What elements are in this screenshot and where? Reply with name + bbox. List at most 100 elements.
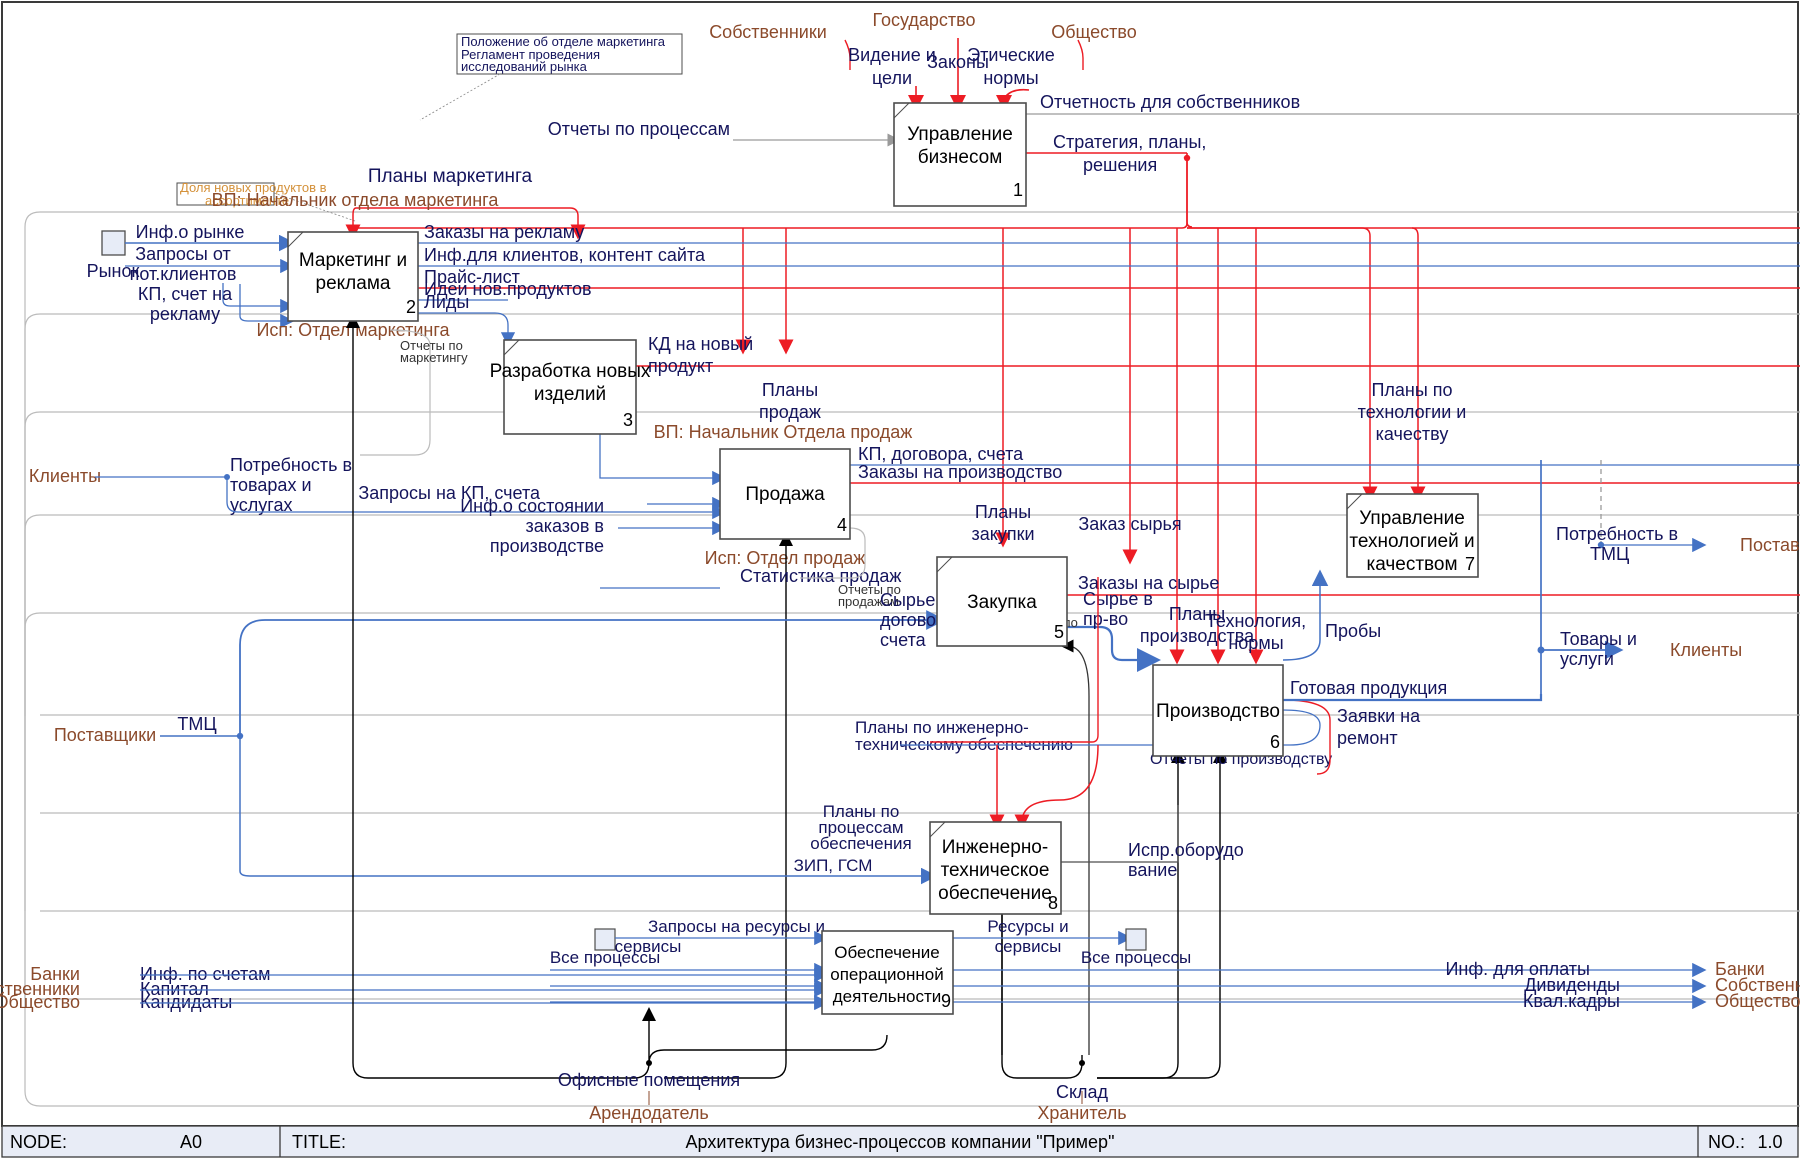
svg-text:Общество: Общество bbox=[1051, 22, 1137, 42]
svg-text:ремонт: ремонт bbox=[1337, 728, 1398, 748]
svg-text:продукт: продукт bbox=[648, 356, 713, 376]
svg-text:Потребность в: Потребность в bbox=[1556, 524, 1678, 544]
svg-text:3: 3 bbox=[623, 410, 633, 430]
svg-text:Товары и: Товары и bbox=[1560, 629, 1637, 649]
svg-text:исследований рынка: исследований рынка bbox=[461, 59, 588, 74]
svg-text:технологии и: технологии и bbox=[1358, 402, 1467, 422]
svg-text:5: 5 bbox=[1054, 622, 1064, 642]
svg-text:цели: цели bbox=[872, 68, 912, 88]
svg-text:Ресурсы и: Ресурсы и bbox=[987, 917, 1068, 936]
svg-text:техническое: техническое bbox=[941, 860, 1050, 881]
svg-text:Отчеты по процессам: Отчеты по процессам bbox=[548, 119, 730, 139]
svg-text:Все процессы: Все процессы bbox=[1081, 948, 1191, 967]
svg-text:Отчетность для собственников: Отчетность для собственников bbox=[1040, 92, 1300, 112]
svg-text:9: 9 bbox=[941, 991, 951, 1011]
svg-text:NO.:: NO.: bbox=[1708, 1132, 1745, 1152]
svg-text:Инф.для клиентов, контент сайт: Инф.для клиентов, контент сайта bbox=[424, 245, 706, 265]
svg-text:качеству: качеству bbox=[1376, 424, 1449, 444]
svg-text:обеспечения: обеспечения bbox=[810, 834, 911, 853]
svg-text:Собственники: Собственники bbox=[709, 22, 827, 42]
svg-text:Этические: Этические bbox=[967, 45, 1055, 65]
svg-text:1.0: 1.0 bbox=[1757, 1132, 1782, 1152]
svg-text:Запросы на ресурсы и: Запросы на ресурсы и bbox=[648, 917, 825, 936]
svg-text:A0: A0 bbox=[180, 1132, 202, 1152]
svg-text:Общество: Общество bbox=[1715, 991, 1800, 1011]
svg-text:вание: вание bbox=[1128, 860, 1177, 880]
svg-text:Квал.кадры: Квал.кадры bbox=[1523, 991, 1620, 1011]
svg-text:КП, договора, счета: КП, договора, счета bbox=[858, 444, 1024, 464]
svg-text:маркетингу: маркетингу bbox=[400, 350, 468, 365]
svg-text:NODE:: NODE: bbox=[10, 1132, 67, 1152]
svg-text:Архитектура бизнес-процессов к: Архитектура бизнес-процессов компании "П… bbox=[686, 1132, 1115, 1152]
svg-text:нормы: нормы bbox=[1228, 633, 1283, 653]
svg-text:Лиды: Лиды bbox=[424, 292, 469, 312]
svg-text:Инженерно-: Инженерно- bbox=[942, 837, 1048, 858]
svg-text:4: 4 bbox=[837, 515, 847, 535]
svg-text:изделий: изделий bbox=[534, 384, 606, 405]
svg-text:Закупка: Закупка bbox=[967, 592, 1037, 613]
svg-text:TITLE:: TITLE: bbox=[292, 1132, 346, 1152]
svg-text:Поставщики: Поставщики bbox=[54, 725, 156, 745]
svg-text:КД на новый: КД на новый bbox=[648, 334, 753, 354]
svg-text:реклама: реклама bbox=[316, 273, 391, 294]
svg-text:Заказы на производство: Заказы на производство bbox=[858, 462, 1062, 482]
svg-text:ЗИП, ГСМ: ЗИП, ГСМ bbox=[794, 856, 873, 875]
svg-text:услуги: услуги bbox=[1560, 649, 1614, 669]
svg-text:ТМЦ: ТМЦ bbox=[1590, 544, 1629, 564]
svg-text:счета: счета bbox=[880, 630, 927, 650]
svg-text:Клиенты: Клиенты bbox=[29, 466, 101, 486]
svg-text:Планы по: Планы по bbox=[1371, 380, 1452, 400]
svg-text:Маркетинг и: Маркетинг и bbox=[299, 250, 407, 271]
svg-text:Продажа: Продажа bbox=[745, 484, 825, 505]
svg-text:Заказы на рекламу: Заказы на рекламу bbox=[424, 222, 584, 242]
svg-text:КП, счет на: КП, счет на bbox=[138, 284, 233, 304]
svg-text:качеством: качеством bbox=[1366, 554, 1457, 575]
svg-text:решения: решения bbox=[1083, 155, 1157, 175]
svg-text:1: 1 bbox=[1013, 180, 1023, 200]
svg-text:ВП: Начальник Отдела продаж: ВП: Начальник Отдела продаж bbox=[654, 422, 913, 442]
svg-text:пот.клиентов: пот.клиентов bbox=[130, 264, 237, 284]
svg-text:продаж: продаж bbox=[759, 402, 821, 422]
svg-text:Общество: Общество bbox=[0, 992, 80, 1012]
svg-text:Заявки на: Заявки на bbox=[1337, 706, 1421, 726]
svg-text:Запросы от: Запросы от bbox=[135, 244, 230, 264]
svg-text:Потребность в: Потребность в bbox=[230, 455, 352, 475]
svg-text:Планы: Планы bbox=[762, 380, 818, 400]
svg-text:Планы: Планы bbox=[975, 502, 1031, 522]
svg-text:нормы: нормы bbox=[983, 68, 1038, 88]
svg-text:Инф.о состоянии: Инф.о состоянии bbox=[460, 496, 604, 516]
svg-text:закупки: закупки bbox=[971, 524, 1034, 544]
svg-text:Разработка новых: Разработка новых bbox=[490, 361, 651, 382]
svg-text:Обеспечение: Обеспечение bbox=[834, 943, 939, 962]
svg-text:Поставщики: Поставщики bbox=[1740, 535, 1800, 555]
svg-text:пр-во: пр-во bbox=[1083, 609, 1128, 629]
svg-text:Испр.оборудо: Испр.оборудо bbox=[1128, 840, 1244, 860]
svg-text:8: 8 bbox=[1048, 893, 1058, 913]
svg-text:Стратегия, планы,: Стратегия, планы, bbox=[1053, 132, 1206, 152]
svg-text:Арендодатель: Арендодатель bbox=[589, 1103, 709, 1123]
svg-text:Хранитель: Хранитель bbox=[1037, 1103, 1126, 1123]
svg-text:заказов в: заказов в bbox=[525, 516, 604, 536]
svg-text:Офисные помещения: Офисные помещения bbox=[558, 1070, 740, 1090]
svg-text:ТМЦ: ТМЦ bbox=[177, 714, 216, 734]
svg-text:Производство: Производство bbox=[1156, 701, 1280, 722]
svg-text:производстве: производстве bbox=[490, 536, 604, 556]
svg-text:технологией и: технологией и bbox=[1349, 531, 1474, 552]
svg-text:Сырье в: Сырье в bbox=[1083, 589, 1153, 609]
svg-text:Государство: Государство bbox=[872, 10, 975, 30]
svg-text:7: 7 bbox=[1465, 554, 1475, 574]
svg-text:сервисы: сервисы bbox=[995, 937, 1062, 956]
svg-text:Клиенты: Клиенты bbox=[1670, 640, 1742, 660]
svg-text:рекламу: рекламу bbox=[150, 304, 220, 324]
svg-text:Пробы: Пробы bbox=[1325, 621, 1381, 641]
svg-text:деятельности: деятельности bbox=[833, 987, 941, 1006]
svg-text:товарах и: товарах и bbox=[230, 475, 312, 495]
svg-text:Все процессы: Все процессы bbox=[550, 948, 660, 967]
svg-text:обеспечение: обеспечение bbox=[938, 883, 1052, 904]
svg-text:Инф.о рынке: Инф.о рынке bbox=[136, 222, 245, 242]
svg-text:бизнесом: бизнесом bbox=[918, 147, 1003, 168]
svg-text:2: 2 bbox=[406, 297, 416, 317]
svg-text:6: 6 bbox=[1270, 732, 1280, 752]
svg-text:ВП: Начальник отдела маркетинг: ВП: Начальник отдела маркетинга bbox=[212, 190, 500, 210]
svg-text:Технология,: Технология, bbox=[1206, 611, 1306, 631]
